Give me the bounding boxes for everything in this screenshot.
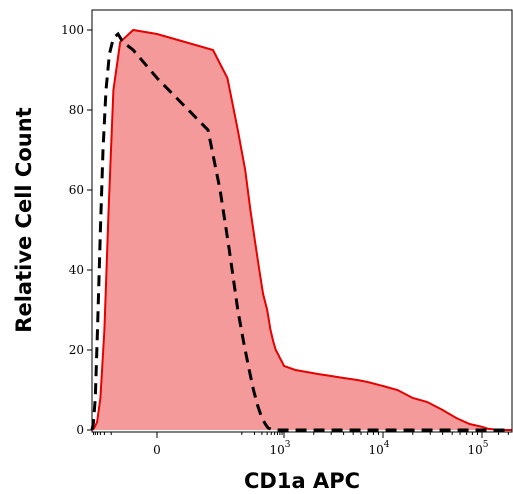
y-axis-title: Relative Cell Count	[12, 107, 36, 332]
x-tick-label: 104	[368, 440, 389, 457]
y-tick-label: 80	[69, 103, 84, 117]
y-tick-label: 100	[61, 23, 84, 37]
x-tick-label: 105	[467, 440, 488, 457]
x-axis-title: CD1a APC	[244, 469, 360, 493]
x-tick-label: 0	[153, 443, 161, 457]
y-axis: 0 20 40 60 80 100	[61, 23, 92, 437]
y-tick-label: 60	[69, 183, 84, 197]
plot-frame	[91, 9, 513, 433]
y-tick-label: 0	[76, 423, 84, 437]
control-histogram-dashed	[90, 31, 512, 432]
x-tick-label: 103	[269, 440, 290, 457]
sample-histogram-area	[92, 30, 512, 430]
y-tick-label: 40	[69, 263, 84, 277]
x-axis: 0 103 104 105	[93, 432, 509, 457]
y-tick-label: 20	[69, 343, 84, 357]
